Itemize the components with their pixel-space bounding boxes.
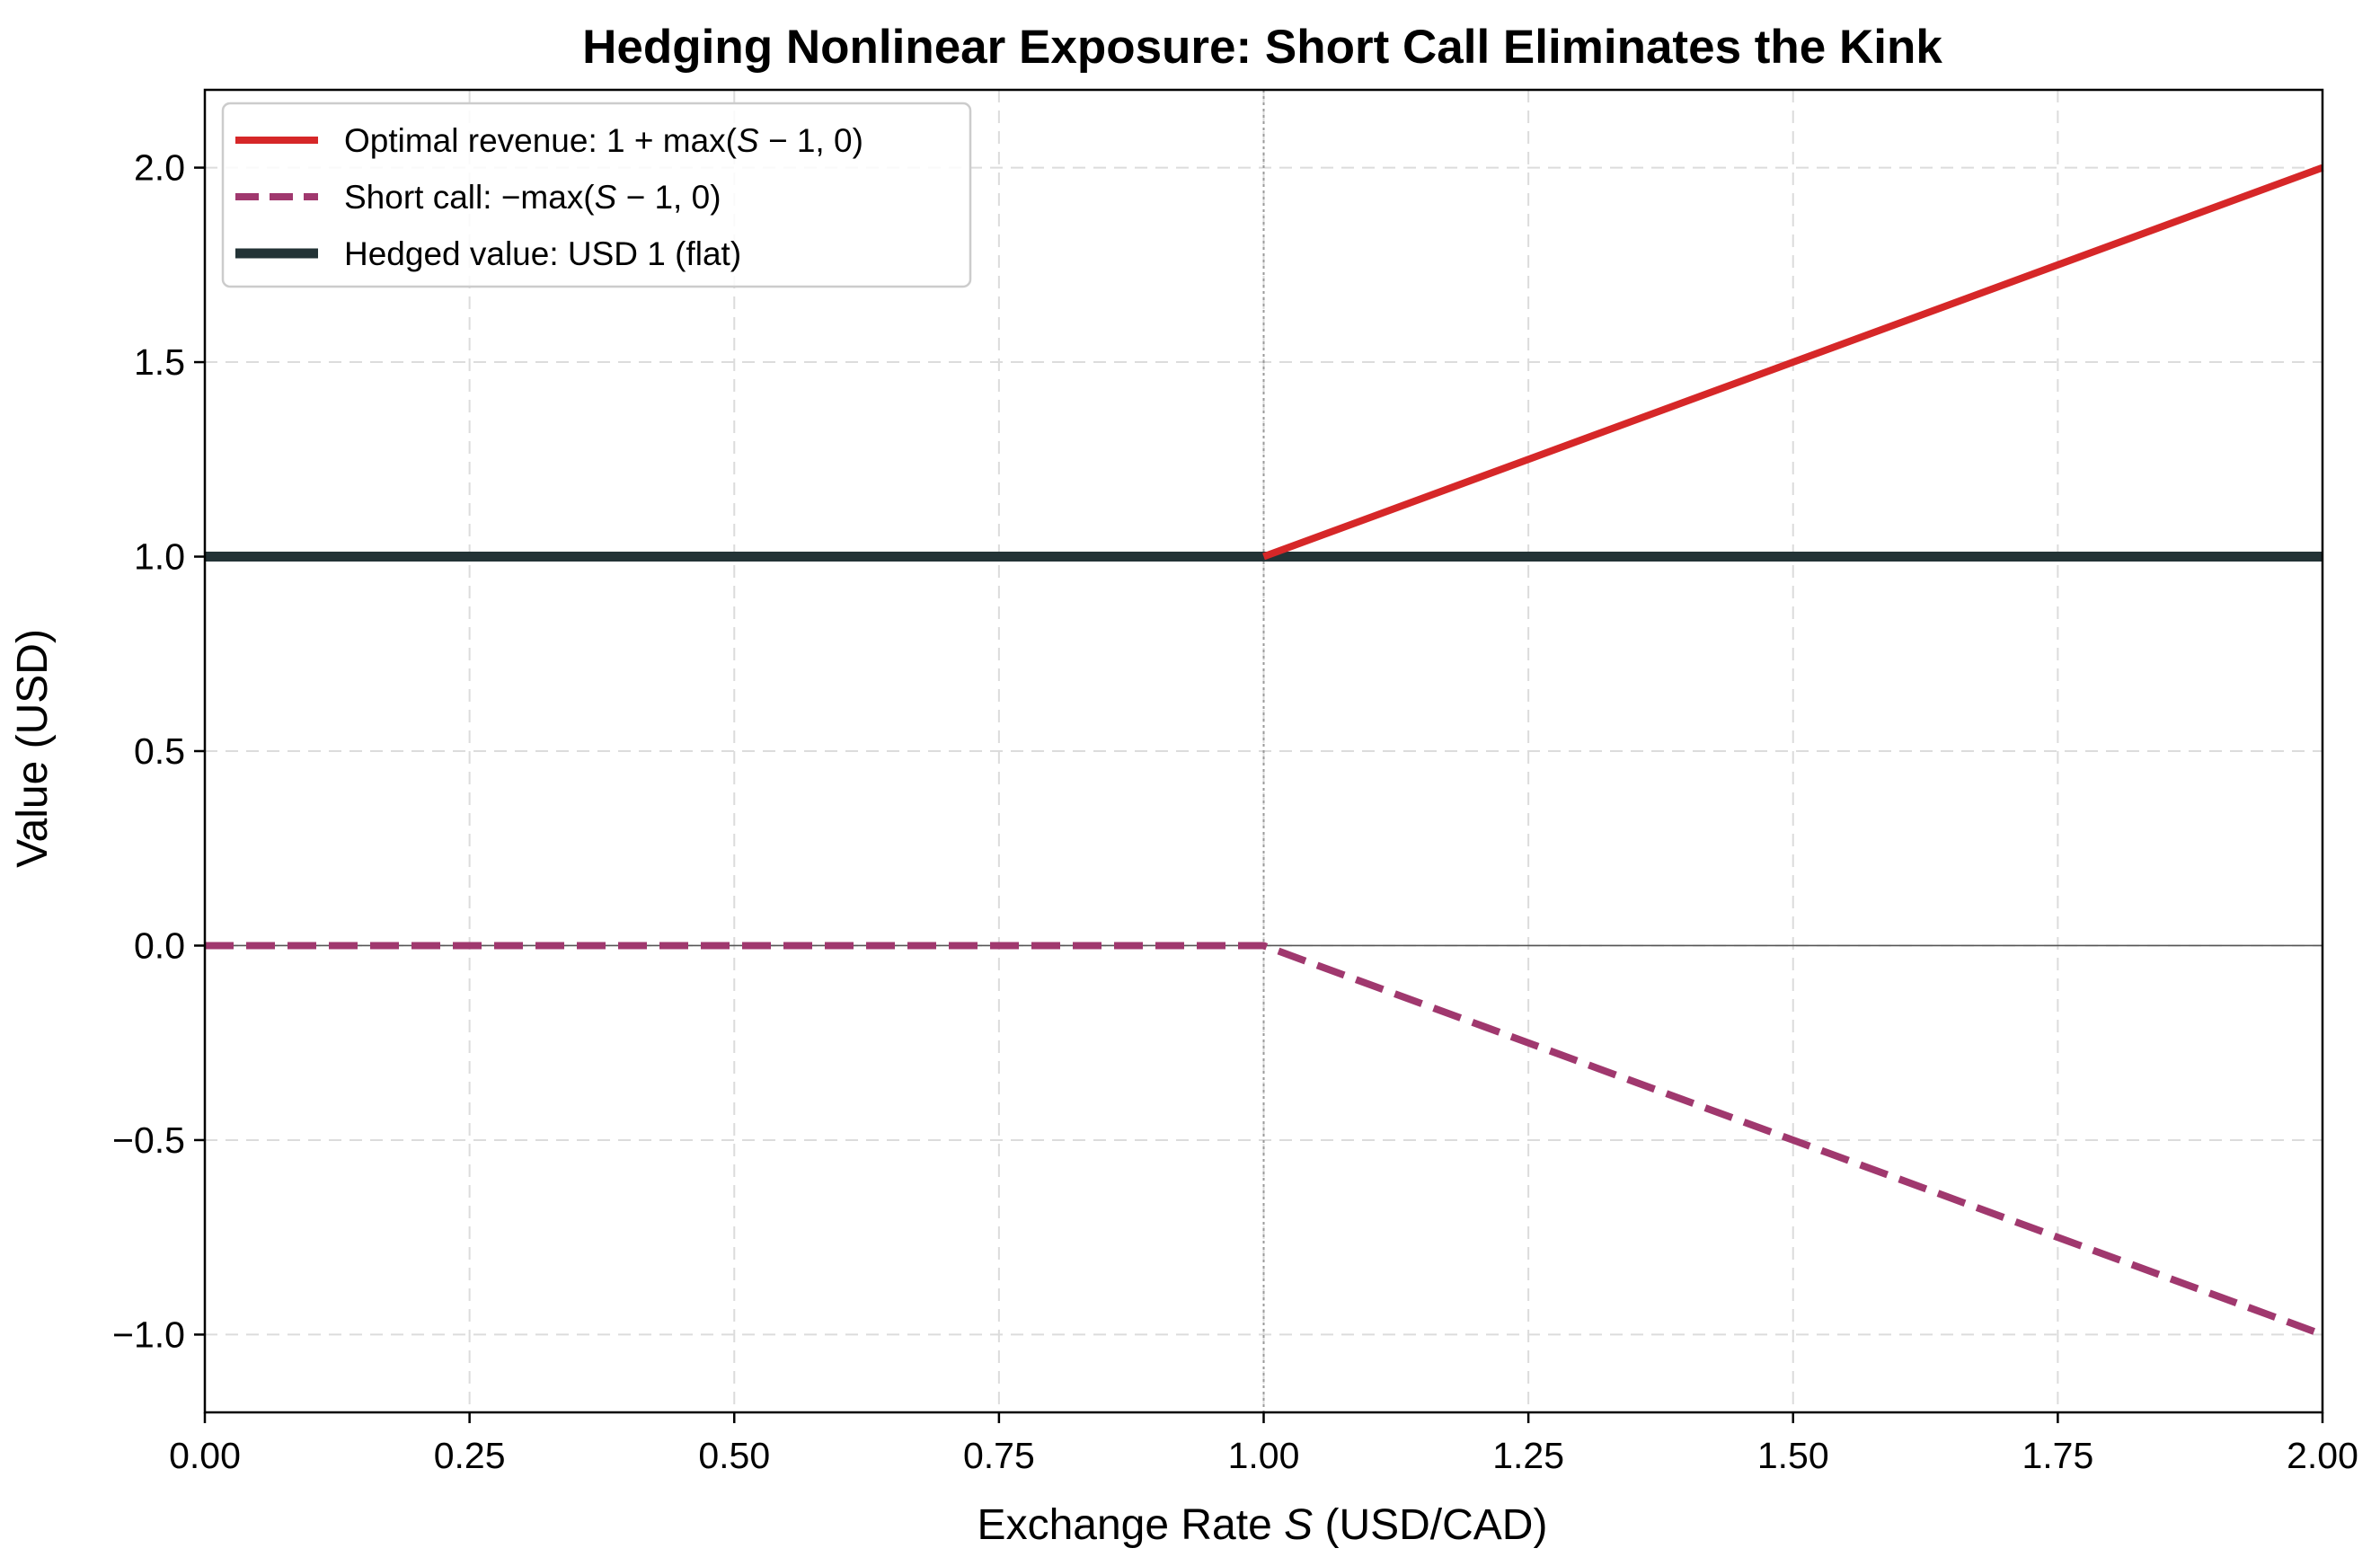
legend-label-variable: S bbox=[595, 179, 617, 216]
x-tick-label: 0.50 bbox=[698, 1435, 770, 1476]
y-tick-label: 0.5 bbox=[134, 730, 185, 772]
x-tick-label: 2.00 bbox=[2287, 1435, 2358, 1476]
legend-label-text: Short call: −max( bbox=[344, 179, 595, 216]
legend-label-text: − 1, 0) bbox=[616, 179, 721, 216]
legend: Optimal revenue: 1 + max(S − 1, 0)Short … bbox=[221, 102, 972, 288]
legend-label-2: Short call: −max(S − 1, 0) bbox=[344, 179, 721, 216]
x-tick-label: 0.75 bbox=[963, 1435, 1035, 1476]
legend-label-text: Optimal revenue: 1 + max( bbox=[344, 122, 738, 159]
x-axis-ticks: 0.00 0.25 0.50 0.75 1.00 1.25 1.50 1.75 2.00 bbox=[169, 1412, 2358, 1476]
x-tick-label: 1.00 bbox=[1228, 1435, 1300, 1476]
x-tick-label: 1.75 bbox=[2022, 1435, 2093, 1476]
legend-label-text: − 1, 0) bbox=[759, 122, 863, 159]
legend-items: Optimal revenue: 1 + max(S − 1, 0)Short … bbox=[235, 122, 863, 272]
x-tick-label: 0.00 bbox=[169, 1435, 241, 1476]
chart-title: Hedging Nonlinear Exposure: Short Call E… bbox=[582, 21, 1942, 74]
legend-label-variable: S bbox=[737, 122, 759, 159]
y-axis-ticks: −1.0 −0.5 0.0 0.5 1.0 1.5 2.0 bbox=[112, 147, 205, 1355]
legend-label-1: Optimal revenue: 1 + max(S − 1, 0) bbox=[344, 122, 863, 159]
y-tick-label: 2.0 bbox=[134, 147, 185, 189]
y-tick-label: 1.0 bbox=[134, 536, 185, 578]
x-tick-label: 1.25 bbox=[1492, 1435, 1564, 1476]
series-line-2 bbox=[205, 942, 2324, 1339]
y-tick-label: −1.0 bbox=[112, 1314, 185, 1355]
y-tick-label: −0.5 bbox=[112, 1119, 185, 1161]
legend-label-3: Hedged value: USD 1 (flat) bbox=[344, 235, 741, 272]
series-line-1 bbox=[1262, 164, 2324, 561]
x-tick-label: 0.25 bbox=[434, 1435, 506, 1476]
x-tick-label: 1.50 bbox=[1757, 1435, 1829, 1476]
y-tick-label: 1.5 bbox=[134, 341, 185, 383]
legend-box bbox=[221, 102, 972, 288]
legend-label-text: Hedged value: USD 1 (flat) bbox=[344, 235, 741, 272]
x-axis-label: Exchange Rate S (USD/CAD) bbox=[978, 1501, 1548, 1549]
y-tick-label: 0.0 bbox=[134, 925, 185, 966]
series-layer bbox=[205, 164, 2324, 1339]
y-axis-label: Value (USD) bbox=[9, 629, 57, 868]
